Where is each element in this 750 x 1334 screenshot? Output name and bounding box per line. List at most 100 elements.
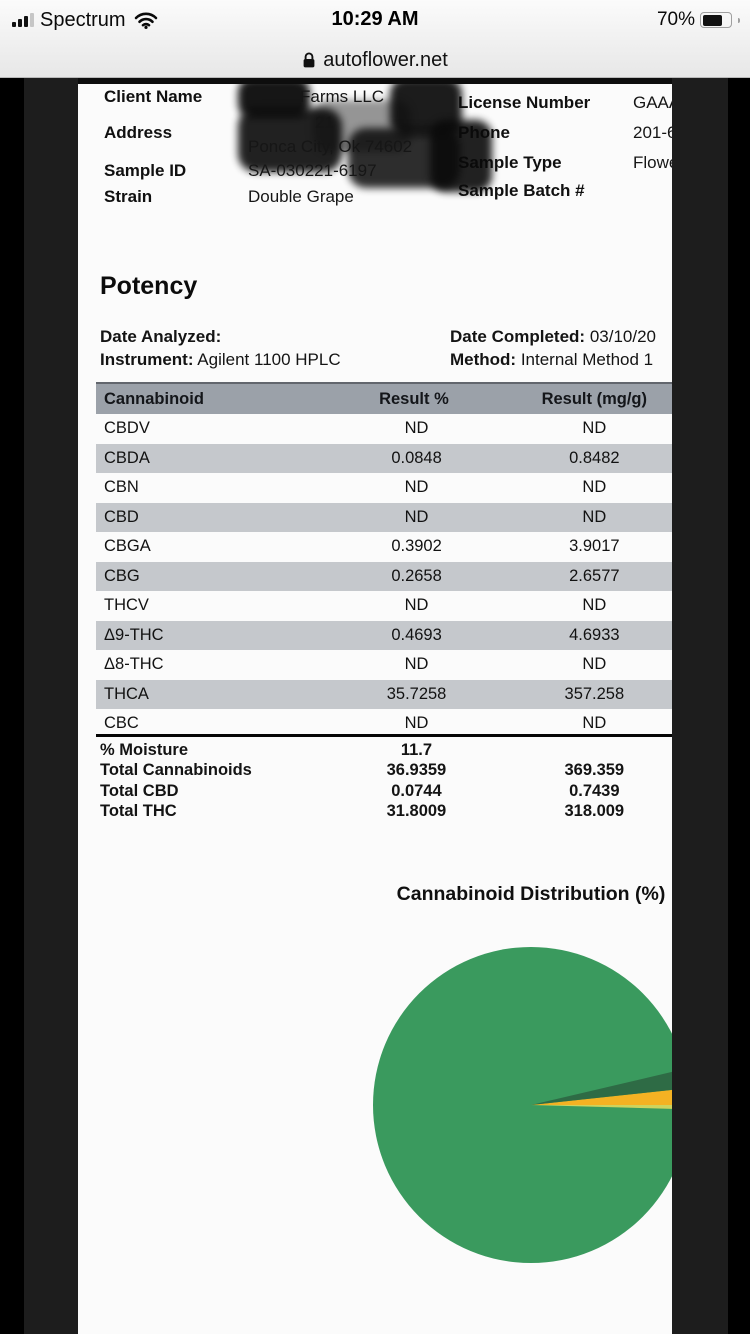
cell-result-pct: 0.4693: [391, 625, 442, 644]
cell-result-mg: ND: [582, 478, 607, 497]
cell-result-pct: ND: [404, 596, 429, 615]
battery-percent: 70%: [656, 9, 695, 30]
sample-type-value: Flower: [633, 153, 672, 172]
address-line1: 21: [315, 113, 334, 132]
table-row: CBN ND ND: [96, 473, 672, 503]
cell-result-mg: 4.6933: [569, 625, 620, 644]
table-row: CBG 0.2658 2.6577: [96, 561, 672, 591]
total-mg: 369.359: [564, 761, 625, 780]
lock-icon: [303, 52, 315, 67]
cell-signal-icon: [12, 13, 34, 28]
cell-result-pct: 0.0848: [391, 448, 442, 467]
strain-value: Double Grape: [248, 187, 354, 206]
total-label: Total CBD: [100, 781, 179, 800]
total-mg: 318.009: [564, 802, 625, 821]
date-analyzed-line: Date Analyzed:: [100, 327, 221, 347]
cell-result-mg: ND: [582, 419, 607, 438]
totals-row: % Moisture 11.7: [96, 740, 672, 761]
total-pct: 36.9359: [386, 761, 447, 780]
date-completed-label: Date Completed:: [450, 327, 586, 346]
license-value: GAAA: [633, 93, 672, 112]
cell-cannabinoid: CBC: [104, 714, 139, 733]
pie-slice-main: [373, 947, 672, 1263]
url-domain: autoflower.net: [323, 48, 448, 71]
status-bar: Spectrum 10:29 AM 70%: [0, 0, 750, 42]
browser-chrome: Spectrum 10:29 AM 70% autoflower.net: [0, 0, 750, 78]
cell-result-mg: 0.8482: [569, 448, 620, 467]
table-row: Δ9-THC 0.4693 4.6933: [96, 620, 672, 650]
method-value: Internal Method 1: [520, 350, 654, 369]
pie-svg: [373, 947, 672, 1263]
wifi-icon: [134, 12, 157, 29]
date-completed-line: Date Completed: 03/10/20: [450, 327, 656, 347]
total-label: Total THC: [100, 802, 177, 821]
total-label: % Moisture: [100, 740, 189, 759]
cell-cannabinoid: CBGA: [104, 537, 151, 556]
method-label: Method:: [450, 350, 517, 369]
total-pct: 31.8009: [386, 802, 447, 821]
phone-value: 201-6: [633, 123, 672, 142]
redaction-blob: [238, 108, 342, 172]
potency-heading: Potency: [100, 272, 198, 300]
battery-group: 70%: [657, 9, 740, 31]
table-row: THCV ND ND: [96, 591, 672, 621]
cell-result-mg: 3.9017: [569, 537, 620, 556]
cell-result-mg: ND: [582, 655, 607, 674]
table-row: CBDA 0.0848 0.8482: [96, 443, 672, 473]
date-completed-value: 03/10/20: [589, 327, 656, 346]
cell-result-mg: ND: [582, 507, 607, 526]
cell-result-pct: ND: [404, 714, 429, 733]
cell-result-mg: ND: [582, 714, 607, 733]
cell-cannabinoid: CBD: [104, 507, 139, 526]
cell-result-pct: ND: [404, 655, 429, 674]
cell-cannabinoid: Δ9-THC: [104, 625, 164, 644]
cell-result-pct: ND: [404, 478, 429, 497]
address-line2: Ponca City, Ok 74602: [248, 137, 413, 156]
coa-page: Client Name Address Sample ID Strain Far…: [78, 84, 672, 1334]
client-name-value: Farms LLC: [300, 87, 385, 106]
instrument-label: Instrument:: [100, 350, 194, 369]
total-pct: 0.0744: [391, 781, 442, 800]
cell-result-pct: 35.7258: [386, 684, 447, 703]
cell-result-pct: 0.3902: [391, 537, 442, 556]
instrument-line: Instrument: Agilent 1100 HPLC: [100, 350, 341, 370]
totals-block: % Moisture 11.7 Total Cannabinoids 36.93…: [96, 740, 672, 822]
battery-icon: [700, 12, 732, 28]
strain-label: Strain: [104, 187, 153, 206]
totals-row: Total CBD 0.0744 0.7439: [96, 781, 672, 802]
cell-result-pct: ND: [404, 507, 429, 526]
cell-result-mg: ND: [582, 596, 607, 615]
sample-id-value: SA-030221-6197: [248, 161, 377, 180]
date-analyzed-label: Date Analyzed:: [100, 327, 222, 346]
total-label: Total Cannabinoids: [100, 761, 252, 780]
clock: 10:29 AM: [331, 8, 419, 30]
url-bar[interactable]: autoflower.net: [0, 44, 750, 76]
client-name-label: Client Name: [104, 87, 203, 106]
cell-cannabinoid: Δ8-THC: [104, 655, 164, 674]
totals-row: Total Cannabinoids 36.9359 369.359: [96, 761, 672, 782]
carrier-group: Spectrum: [12, 9, 158, 32]
carrier-label: Spectrum: [40, 9, 126, 31]
table-row: CBD ND ND: [96, 502, 672, 532]
table-row: THCA 35.7258 357.258: [96, 679, 672, 709]
license-label: License Number: [458, 93, 591, 112]
cell-cannabinoid: CBDA: [104, 448, 150, 467]
batch-label: Sample Batch #: [458, 181, 585, 200]
col-header-cannabinoid: Cannabinoid: [104, 389, 204, 408]
table-row: CBDV ND ND: [96, 414, 672, 444]
cell-cannabinoid: THCV: [104, 596, 149, 615]
battery-nub: [738, 17, 740, 23]
cannabinoid-pie-chart: [373, 947, 672, 1263]
cell-cannabinoid: CBG: [104, 566, 140, 585]
cell-cannabinoid: THCA: [104, 684, 149, 703]
sample-id-label: Sample ID: [104, 161, 187, 180]
cell-cannabinoid: CBDV: [104, 419, 150, 438]
totals-separator: [96, 734, 672, 737]
cell-result-pct: ND: [404, 419, 429, 438]
table-header-row: Cannabinoid Result % Result (mg/g): [96, 382, 672, 414]
redaction-blob: [430, 120, 492, 192]
cannabinoid-table: Cannabinoid Result % Result (mg/g) CBDV …: [96, 382, 672, 739]
col-header-result-mg: Result (mg/g): [541, 389, 647, 408]
total-mg: 0.7439: [569, 781, 620, 800]
cell-result-mg: 2.6577: [569, 566, 620, 585]
